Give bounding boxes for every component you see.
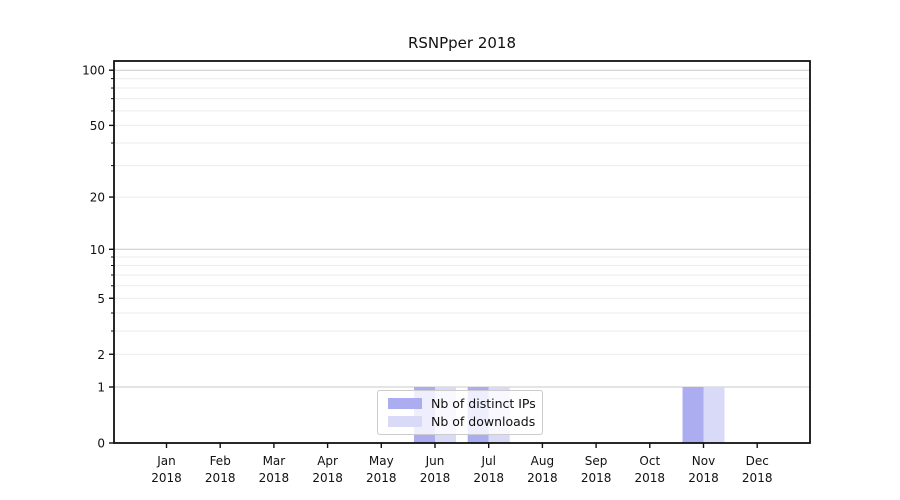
legend-item-distinct-ips: Nb of distinct IPs bbox=[388, 394, 536, 413]
y-tick-label: 20 bbox=[90, 191, 105, 205]
x-tick-label-year: 2018 bbox=[473, 471, 504, 485]
x-tick-label-month: Sep bbox=[585, 454, 608, 468]
x-tick-label-month: Jan bbox=[156, 454, 176, 468]
x-tick-label-month: Oct bbox=[639, 454, 660, 468]
legend-swatch-distinct-ips-icon bbox=[388, 397, 422, 409]
y-tick-label: 1 bbox=[97, 381, 105, 395]
legend-swatch-downloads-icon bbox=[388, 416, 422, 428]
bar-distinct-ips-nov bbox=[682, 387, 704, 443]
x-tick-label-month: Jul bbox=[480, 454, 495, 468]
x-tick-label-year: 2018 bbox=[527, 471, 558, 485]
x-tick-label-month: Jun bbox=[425, 454, 445, 468]
x-tick-label-month: Dec bbox=[746, 454, 769, 468]
x-tick-label-year: 2018 bbox=[151, 471, 182, 485]
y-tick-label: 100 bbox=[82, 64, 105, 78]
x-tick-label-year: 2018 bbox=[205, 471, 236, 485]
y-tick-label: 2 bbox=[97, 348, 105, 362]
bar-downloads-nov bbox=[703, 387, 725, 443]
x-tick-label-year: 2018 bbox=[742, 471, 773, 485]
chart-title: RSNPper 2018 bbox=[407, 34, 517, 52]
y-tick-label: 0 bbox=[97, 437, 105, 451]
legend-item-downloads: Nb of downloads bbox=[388, 413, 536, 432]
legend: Nb of distinct IPs Nb of downloads bbox=[377, 390, 543, 435]
x-tick-label-month: Nov bbox=[692, 454, 715, 468]
y-tick-label: 50 bbox=[90, 119, 105, 133]
x-tick-label-year: 2018 bbox=[688, 471, 719, 485]
x-tick-label-month: Mar bbox=[263, 454, 286, 468]
legend-label-downloads: Nb of downloads bbox=[431, 414, 536, 430]
x-tick-label-year: 2018 bbox=[366, 471, 397, 485]
x-tick-label-month: Aug bbox=[531, 454, 554, 468]
x-tick-label-year: 2018 bbox=[581, 471, 612, 485]
plot-border bbox=[113, 60, 811, 444]
x-tick-label-year: 2018 bbox=[259, 471, 290, 485]
y-tick-label: 10 bbox=[90, 243, 105, 257]
y-tick-label: 5 bbox=[97, 292, 105, 306]
x-tick-label-month: Feb bbox=[210, 454, 231, 468]
x-tick-label-year: 2018 bbox=[420, 471, 451, 485]
x-tick-label-year: 2018 bbox=[312, 471, 343, 485]
x-tick-label-month: May bbox=[369, 454, 394, 468]
legend-label-distinct-ips: Nb of distinct IPs bbox=[431, 395, 536, 411]
x-tick-label-month: Apr bbox=[317, 454, 338, 468]
x-tick-label-year: 2018 bbox=[635, 471, 666, 485]
